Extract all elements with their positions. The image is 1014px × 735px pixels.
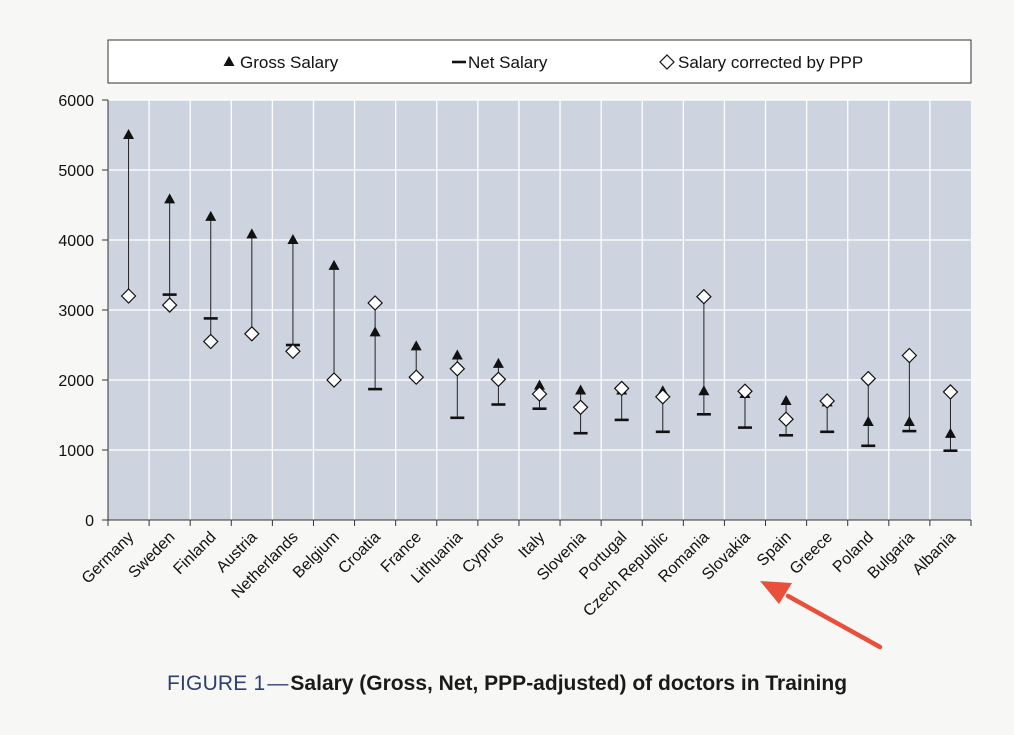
y-tick-label: 6000 bbox=[58, 93, 94, 110]
y-tick-label: 5000 bbox=[58, 163, 94, 180]
gross-salary-marker bbox=[246, 228, 258, 239]
ppp-salary-marker bbox=[120, 288, 137, 304]
ppp-salary-marker bbox=[613, 380, 630, 397]
annotation-arrow bbox=[760, 581, 883, 650]
gross-salary-marker bbox=[123, 129, 135, 139]
ppp-salary-marker bbox=[490, 371, 507, 388]
gross-salary-marker bbox=[944, 427, 956, 438]
arrow-shaft bbox=[785, 593, 883, 650]
legend-ppp-marker bbox=[659, 54, 675, 70]
ppp-salary-marker bbox=[243, 325, 260, 342]
ppp-salary-marker bbox=[285, 343, 301, 360]
gross-salary-marker bbox=[534, 379, 545, 390]
y-tick-label: 0 bbox=[85, 513, 94, 530]
gross-salary-marker bbox=[287, 234, 299, 244]
x-tick-label: Albania bbox=[910, 529, 960, 579]
gross-salary-marker bbox=[698, 385, 710, 396]
x-tick-label: Germany bbox=[79, 529, 138, 588]
ppp-salary-marker bbox=[901, 347, 918, 364]
figure-caption: FIGURE 1—Salary (Gross, Net, PPP-adjuste… bbox=[0, 672, 1014, 696]
y-tick-label: 1000 bbox=[58, 443, 94, 460]
ppp-salary-marker bbox=[696, 288, 712, 305]
ppp-salary-marker bbox=[202, 333, 219, 350]
x-tick-label: Greece bbox=[787, 529, 836, 578]
gross-salary-marker bbox=[903, 416, 915, 426]
caption-title: Salary (Gross, Net, PPP-adjusted) of doc… bbox=[290, 672, 848, 695]
gross-salary-marker bbox=[205, 210, 217, 221]
ppp-salary-marker bbox=[326, 372, 342, 388]
x-tick-label: Italy bbox=[516, 529, 549, 562]
ppp-salary-marker bbox=[161, 297, 178, 313]
gross-salary-marker bbox=[780, 395, 792, 405]
gross-salary-marker bbox=[410, 340, 422, 351]
chart: Gross Salary Net Salary Salary corrected b… bbox=[58, 39, 972, 650]
legend-label: Gross Salary bbox=[240, 53, 339, 72]
x-tick-label: Croatia bbox=[335, 529, 384, 578]
ppp-salary-marker bbox=[860, 370, 877, 387]
ppp-salary-marker bbox=[572, 399, 589, 416]
legend-gross-marker bbox=[223, 56, 235, 66]
legend-label: Salary corrected by PPP bbox=[678, 53, 863, 72]
y-tick-label: 2000 bbox=[58, 373, 94, 390]
legend-box bbox=[107, 39, 972, 84]
ppp-salary-marker bbox=[737, 383, 753, 400]
y-axis: 0 1000 2000 3000 4000 5000 6000 bbox=[58, 93, 109, 530]
arrow-head bbox=[760, 581, 792, 604]
gross-salary-marker bbox=[451, 349, 463, 360]
gross-salary-marker bbox=[164, 193, 176, 204]
ppp-salary-marker bbox=[408, 369, 425, 386]
x-axis: GermanySwedenFinlandAustriaNetherlandsBe… bbox=[79, 519, 972, 620]
gross-salary-marker bbox=[862, 416, 874, 426]
gross-salary-marker bbox=[492, 357, 504, 368]
caption-prefix: FIGURE 1 bbox=[166, 672, 266, 695]
x-tick-label: Finland bbox=[170, 529, 219, 578]
ppp-salary-marker bbox=[449, 360, 466, 377]
gross-salary-marker bbox=[575, 384, 587, 395]
gross-salary-marker bbox=[369, 326, 381, 337]
x-tick-label: Cyprus bbox=[459, 529, 507, 577]
x-tick-label: Belgium bbox=[290, 529, 343, 582]
ppp-salary-marker bbox=[819, 393, 836, 409]
legend-label: Net Salary bbox=[468, 53, 548, 72]
legend: Gross Salary Net Salary Salary corrected b… bbox=[223, 53, 863, 72]
data-marks bbox=[120, 129, 959, 453]
caption-dash: — bbox=[267, 672, 289, 695]
ppp-salary-marker bbox=[778, 411, 794, 428]
y-tick-label: 4000 bbox=[58, 233, 94, 250]
ppp-salary-marker bbox=[531, 386, 548, 402]
ppp-salary-marker bbox=[654, 388, 671, 405]
gross-salary-marker bbox=[328, 259, 340, 270]
y-tick-label: 3000 bbox=[58, 303, 94, 320]
ppp-salary-marker bbox=[942, 384, 959, 400]
x-tick-label: Sweden bbox=[126, 529, 179, 582]
ppp-salary-marker bbox=[367, 295, 383, 311]
